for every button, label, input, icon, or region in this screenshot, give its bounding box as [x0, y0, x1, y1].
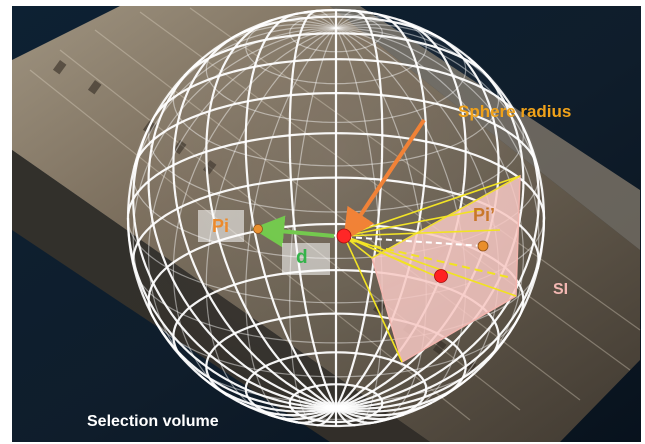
sphere-grid-line-back: [226, 394, 442, 420]
pi-label: Pi: [212, 216, 230, 236]
selection-volume-label: Selection volume: [87, 413, 219, 430]
sphere-shading: [126, 9, 546, 419]
distance-d-label: d: [296, 247, 308, 268]
pi-prime-label: Pi’: [473, 205, 496, 225]
si-label: SI: [553, 281, 569, 298]
sphere-radius-label: Sphere radius: [458, 102, 572, 121]
